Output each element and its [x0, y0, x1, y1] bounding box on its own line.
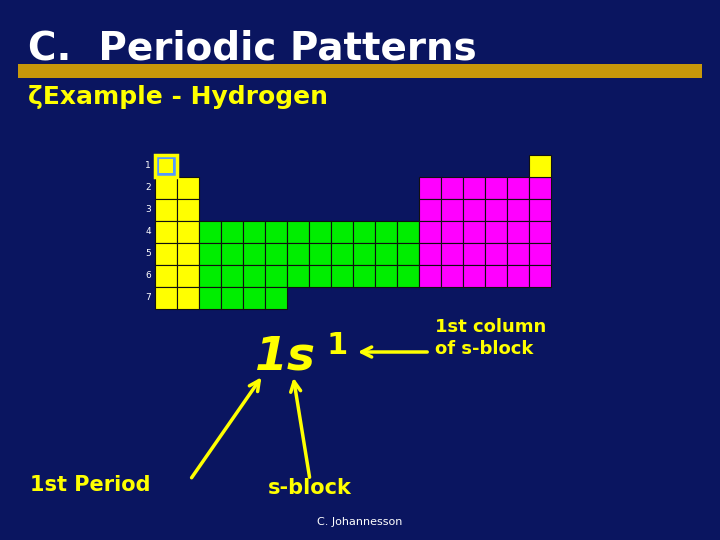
Bar	[419, 199, 441, 221]
Bar	[507, 199, 529, 221]
Text: C. Johannesson: C. Johannesson	[318, 517, 402, 527]
Bar	[419, 265, 441, 287]
Bar	[309, 243, 331, 265]
Bar	[485, 177, 507, 199]
Bar	[18, 64, 702, 78]
Bar	[463, 243, 485, 265]
Bar	[155, 265, 177, 287]
Bar	[485, 221, 507, 243]
Bar	[155, 243, 177, 265]
Bar	[463, 265, 485, 287]
Bar	[353, 265, 375, 287]
Bar	[419, 243, 441, 265]
Bar	[243, 243, 265, 265]
Bar	[155, 199, 177, 221]
Bar	[287, 265, 309, 287]
Text: 2: 2	[145, 184, 151, 192]
Text: 7: 7	[145, 294, 151, 302]
Bar	[419, 221, 441, 243]
Bar	[397, 243, 419, 265]
Bar	[441, 243, 463, 265]
Bar	[529, 265, 551, 287]
Bar	[221, 287, 243, 309]
Bar	[507, 265, 529, 287]
Bar	[159, 159, 173, 173]
Text: 3: 3	[145, 206, 151, 214]
Bar	[265, 221, 287, 243]
Text: 1s: 1s	[255, 335, 316, 380]
Bar	[353, 221, 375, 243]
Text: 5: 5	[145, 249, 151, 259]
Bar	[375, 243, 397, 265]
Bar	[441, 265, 463, 287]
Bar	[331, 265, 353, 287]
Bar	[287, 221, 309, 243]
Bar	[397, 265, 419, 287]
Bar	[485, 265, 507, 287]
Bar	[199, 221, 221, 243]
Bar	[155, 155, 177, 177]
Bar	[529, 243, 551, 265]
Bar	[221, 243, 243, 265]
Bar	[177, 199, 199, 221]
Bar	[529, 221, 551, 243]
Bar	[177, 287, 199, 309]
Bar	[221, 221, 243, 243]
Bar	[485, 199, 507, 221]
Bar	[221, 265, 243, 287]
Bar	[463, 177, 485, 199]
Bar	[507, 243, 529, 265]
Bar	[441, 177, 463, 199]
Bar	[441, 199, 463, 221]
Bar	[375, 265, 397, 287]
Bar	[155, 221, 177, 243]
Bar	[529, 155, 551, 177]
Text: 1: 1	[145, 161, 151, 171]
Bar	[177, 221, 199, 243]
Bar	[529, 199, 551, 221]
Bar	[199, 243, 221, 265]
Text: C.  Periodic Patterns: C. Periodic Patterns	[28, 30, 477, 68]
Bar	[397, 221, 419, 243]
Bar	[265, 265, 287, 287]
Bar	[375, 221, 397, 243]
Bar	[199, 265, 221, 287]
Text: 4: 4	[145, 227, 151, 237]
Bar	[331, 221, 353, 243]
Bar	[485, 243, 507, 265]
Bar	[155, 287, 177, 309]
Bar	[243, 221, 265, 243]
Bar	[309, 265, 331, 287]
Bar	[331, 243, 353, 265]
Bar	[155, 177, 177, 199]
Bar	[529, 177, 551, 199]
Bar	[463, 199, 485, 221]
Bar	[507, 221, 529, 243]
Bar	[177, 265, 199, 287]
Bar	[243, 287, 265, 309]
Text: 1st Period: 1st Period	[30, 475, 150, 495]
Bar	[441, 221, 463, 243]
Bar	[199, 287, 221, 309]
Bar	[507, 177, 529, 199]
Bar	[265, 287, 287, 309]
Bar	[265, 243, 287, 265]
Bar	[419, 177, 441, 199]
Bar	[353, 243, 375, 265]
Bar	[177, 177, 199, 199]
Bar	[243, 265, 265, 287]
Text: 1st column
of s-block: 1st column of s-block	[435, 318, 546, 358]
Bar	[287, 243, 309, 265]
Bar	[177, 243, 199, 265]
Bar	[309, 221, 331, 243]
Bar	[463, 221, 485, 243]
Text: ζExample - Hydrogen: ζExample - Hydrogen	[28, 85, 328, 109]
Text: 1: 1	[327, 331, 348, 360]
Text: s-block: s-block	[268, 478, 352, 498]
Text: 6: 6	[145, 272, 151, 280]
